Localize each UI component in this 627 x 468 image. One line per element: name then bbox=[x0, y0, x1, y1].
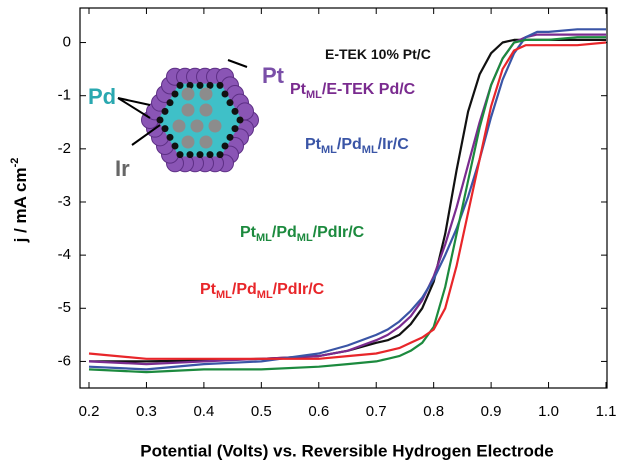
inset-label: Pd bbox=[88, 84, 116, 109]
shell-atom bbox=[161, 107, 169, 115]
x-tick-label: 0.5 bbox=[251, 403, 272, 420]
y-tick-label: -6 bbox=[58, 352, 71, 369]
series-label-part: ML bbox=[257, 289, 273, 301]
x-tick-label: 0.3 bbox=[136, 403, 157, 420]
series-label-part: Pt bbox=[240, 224, 257, 241]
inset-label: Pt bbox=[262, 63, 285, 88]
inset-particle: Pd Ir Pt bbox=[88, 59, 285, 181]
series-label-part: Pt bbox=[290, 81, 307, 98]
series-label-part: E-TEK 10% Pt/C bbox=[325, 46, 431, 62]
shell-atom bbox=[236, 116, 244, 124]
series-label-part: /Pd bbox=[232, 281, 257, 298]
shell-atom bbox=[171, 90, 179, 98]
y-axis-label: j / mA cm-2 bbox=[9, 158, 31, 244]
ir-atom bbox=[199, 87, 213, 101]
x-tick-label: 0.6 bbox=[308, 403, 329, 420]
shell-atom bbox=[176, 151, 184, 159]
ir-atom bbox=[181, 103, 195, 117]
arrow bbox=[117, 97, 151, 106]
shell-atom bbox=[221, 90, 229, 98]
series-label-part: /PdIr/C bbox=[273, 281, 325, 298]
shell-atom bbox=[166, 99, 174, 107]
ir-atom bbox=[181, 135, 195, 149]
ir-atom bbox=[190, 119, 204, 133]
series-label-part: ML bbox=[256, 232, 272, 244]
shell-atom bbox=[231, 125, 239, 133]
shell-atom bbox=[206, 151, 214, 159]
shell-atom bbox=[231, 107, 239, 115]
series-label: PtML/E-TEK Pd/C bbox=[290, 81, 416, 101]
shell-atom bbox=[196, 81, 204, 89]
x-axis-label: Potential (Volts) vs. Reversible Hydroge… bbox=[140, 441, 553, 460]
ir-atom bbox=[172, 119, 186, 133]
x-tick-label: 0.9 bbox=[481, 403, 502, 420]
ir-atom bbox=[199, 135, 213, 149]
series-label-part: /Pd bbox=[272, 224, 297, 241]
pd-shell bbox=[158, 83, 242, 157]
series-label: PtML/PdML/Ir/C bbox=[305, 136, 409, 156]
line-series bbox=[88, 28, 606, 371]
x-tick-label: 0.7 bbox=[366, 403, 387, 420]
y-tick-label: 0 bbox=[63, 34, 71, 51]
x-tick-label: 1.1 bbox=[596, 403, 617, 420]
x-tick-label: 0.8 bbox=[423, 403, 444, 420]
series-label-part: ML bbox=[321, 144, 337, 156]
inset-label: Ir bbox=[115, 156, 130, 181]
series-label-part: /PdIr/C bbox=[313, 224, 365, 241]
shell-atom bbox=[186, 151, 194, 159]
shell-atom bbox=[176, 81, 184, 89]
shell-atom bbox=[216, 81, 224, 89]
y-axis-label-part: j / mA cm bbox=[11, 167, 30, 243]
series-label-part: /Pd bbox=[337, 136, 362, 153]
shell-atom bbox=[196, 151, 204, 159]
y-tick-label: -3 bbox=[58, 193, 71, 210]
series-label-part: Pt bbox=[305, 136, 322, 153]
arrow bbox=[117, 97, 151, 119]
x-tick-label: 0.2 bbox=[79, 403, 100, 420]
shell-atom bbox=[221, 142, 229, 150]
shell-atom bbox=[226, 133, 234, 141]
y-tick-label: -1 bbox=[58, 87, 71, 104]
series-label-part: Pt bbox=[200, 281, 217, 298]
y-axis-label-part: -2 bbox=[9, 158, 21, 168]
y-tick-label: -5 bbox=[58, 299, 71, 316]
shell-atom bbox=[161, 125, 169, 133]
series-label: PtML/PdML/PdIr/C bbox=[240, 224, 365, 244]
series-label-part: ML bbox=[216, 289, 232, 301]
line-series bbox=[88, 36, 606, 374]
series-label-part: ML bbox=[297, 232, 313, 244]
shell-atom bbox=[156, 116, 164, 124]
shell-atom bbox=[171, 142, 179, 150]
shell-atom bbox=[226, 99, 234, 107]
y-tick-label: -2 bbox=[58, 140, 71, 157]
arrow bbox=[131, 124, 161, 146]
series-label-part: /Ir/C bbox=[378, 136, 410, 153]
series-label: E-TEK 10% Pt/C bbox=[325, 46, 431, 62]
ir-atom bbox=[199, 103, 213, 117]
series-label: PtML/PdML/PdIr/C bbox=[200, 281, 325, 301]
series-label-part: ML bbox=[362, 144, 378, 156]
shell-atom bbox=[206, 81, 214, 89]
arrow bbox=[227, 59, 248, 68]
x-tick-label: 0.4 bbox=[193, 403, 214, 420]
plot-frame bbox=[79, 7, 608, 389]
ir-atom bbox=[208, 119, 222, 133]
series-label-part: ML bbox=[306, 89, 322, 101]
shell-atom bbox=[166, 133, 174, 141]
shell-atom bbox=[216, 151, 224, 159]
shell-atom bbox=[186, 81, 194, 89]
x-tick-label: 1.0 bbox=[538, 403, 559, 420]
line-series bbox=[88, 41, 607, 360]
y-tick-label: -4 bbox=[58, 246, 71, 263]
ir-atom bbox=[181, 87, 195, 101]
series-label-part: /E-TEK Pd/C bbox=[322, 81, 416, 98]
